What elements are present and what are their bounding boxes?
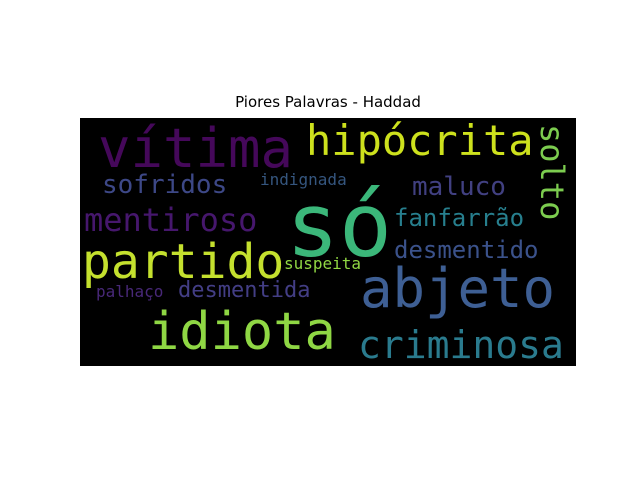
word-fanfarrao: fanfarrão (394, 204, 525, 232)
word-idiota: idiota (148, 302, 336, 362)
word-so: só (286, 174, 392, 277)
figure-title: Piores Palavras - Haddad (235, 93, 421, 111)
word-suspeita: suspeita (284, 254, 362, 273)
word-sofridos: sofridos (102, 170, 228, 200)
word-mentiroso: mentiroso (84, 201, 258, 239)
word-solto: solto (533, 124, 571, 221)
word-desmentido: desmentido (394, 236, 539, 264)
word-cloud: só vítima hipócrita solto abjeto partido… (80, 118, 576, 366)
word-vitima: vítima (98, 118, 294, 180)
word-partido: partido (82, 234, 285, 290)
word-abjeto: abjeto (360, 257, 556, 320)
word-palhaco: palhaço (96, 282, 164, 301)
word-desmentida: desmentida (178, 278, 311, 303)
word-hipocrita: hipócrita (306, 118, 534, 165)
word-criminosa: criminosa (358, 323, 564, 366)
word-maluco: maluco (412, 172, 506, 202)
word-indignada: indignada (260, 170, 347, 189)
